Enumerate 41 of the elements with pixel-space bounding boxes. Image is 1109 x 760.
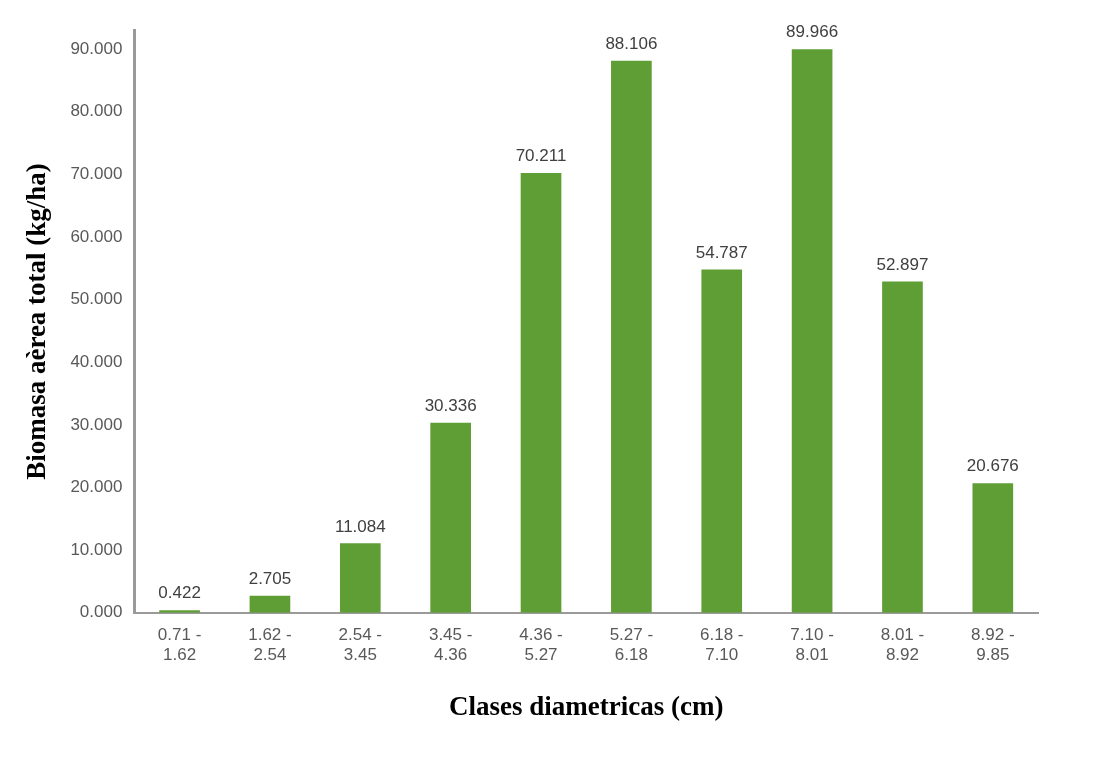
y-tick-label: 60.000 bbox=[70, 226, 123, 246]
x-tick-label: 8.01 - 8.92 bbox=[880, 624, 925, 665]
bar bbox=[249, 595, 291, 613]
x-axis-title: Clases diametricas (cm) bbox=[448, 690, 724, 721]
bar bbox=[339, 543, 381, 613]
x-tick-label: 8.92 - 9.85 bbox=[971, 624, 1015, 665]
data-label: 70.211 bbox=[515, 146, 567, 166]
bar bbox=[520, 172, 562, 613]
bar bbox=[430, 422, 471, 613]
y-axis-title: Biomasa aèrea total (kg/ha) bbox=[21, 163, 52, 480]
x-tick-label: 1.62 - 2.54 bbox=[248, 624, 292, 665]
y-tick-label: 10.000 bbox=[70, 539, 123, 559]
data-label: 54.787 bbox=[695, 242, 748, 262]
data-label: 89.966 bbox=[786, 22, 839, 42]
bar bbox=[791, 49, 833, 613]
bar bbox=[701, 269, 743, 613]
data-label: 88.106 bbox=[605, 34, 658, 54]
data-label: 0.422 bbox=[158, 583, 201, 603]
y-tick-label: 80.000 bbox=[70, 101, 123, 121]
x-tick-label: 0.71 - 1.62 bbox=[157, 624, 202, 665]
x-tick-label: 7.10 - 8.01 bbox=[790, 624, 834, 665]
data-label: 2.705 bbox=[248, 569, 292, 589]
bar bbox=[882, 281, 923, 613]
y-tick-label: 90.000 bbox=[70, 38, 123, 58]
x-tick-label: 3.45 - 4.36 bbox=[428, 624, 473, 665]
y-tick-label: 70.000 bbox=[70, 163, 123, 183]
y-tick-label: 40.000 bbox=[70, 351, 123, 371]
data-label: 52.897 bbox=[876, 254, 929, 274]
y-tick-label: 20.000 bbox=[70, 477, 123, 497]
bar bbox=[972, 483, 1014, 613]
y-tick-label: 0.000 bbox=[79, 602, 123, 622]
x-tick-label: 6.18 - 7.10 bbox=[700, 624, 744, 665]
data-label: 20.676 bbox=[966, 456, 1019, 476]
x-tick-label: 5.27 - 6.18 bbox=[609, 624, 654, 665]
x-tick-label: 4.36 - 5.27 bbox=[519, 624, 563, 665]
x-tick-label: 2.54 - 3.45 bbox=[338, 624, 383, 665]
data-label: 11.084 bbox=[334, 516, 386, 536]
bar bbox=[611, 60, 652, 613]
y-tick-label: 30.000 bbox=[70, 414, 123, 434]
y-tick-label: 50.000 bbox=[70, 289, 123, 309]
data-label: 30.336 bbox=[424, 395, 477, 415]
